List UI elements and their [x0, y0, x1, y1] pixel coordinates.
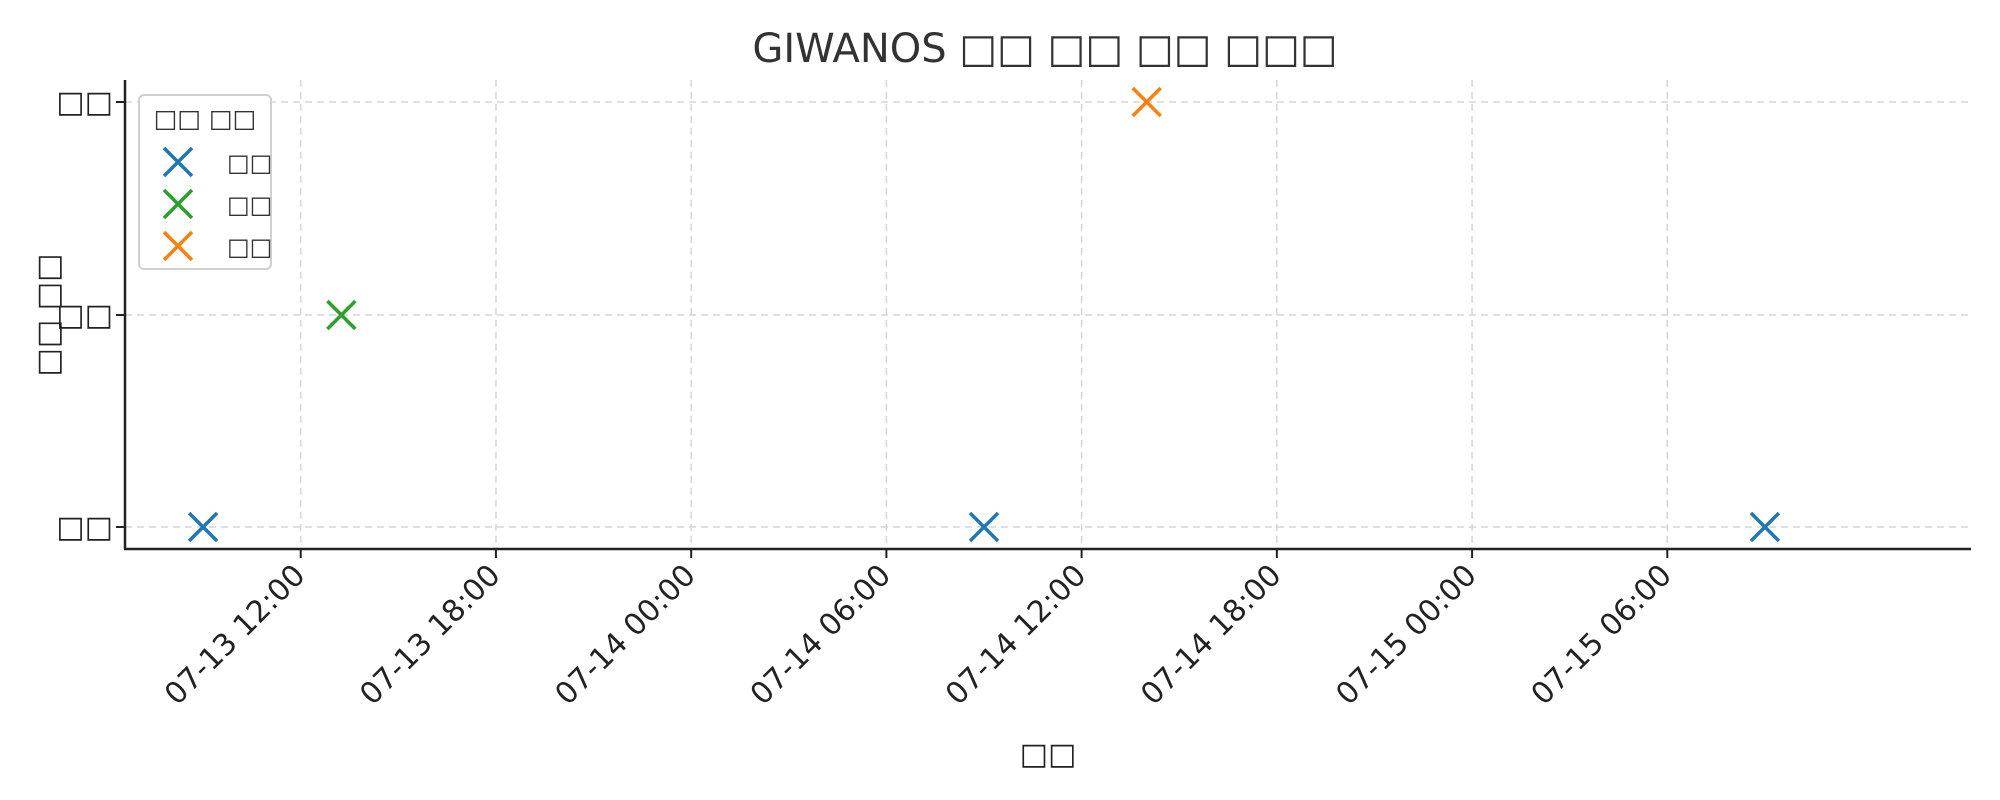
legend-marker-icon	[162, 188, 194, 220]
legend-label: □□	[227, 149, 272, 177]
grid	[125, 80, 1971, 549]
legend-label: □□	[227, 233, 272, 261]
x-tick-label: 07-14 00:00	[549, 558, 703, 712]
data-point	[1131, 86, 1162, 118]
legend-label: □□	[227, 191, 272, 219]
data-point	[187, 511, 219, 543]
legend-marker-icon	[162, 230, 194, 262]
x-tick-label: 07-15 00:00	[1329, 558, 1483, 712]
y-tick-label: □□	[56, 85, 113, 120]
legend-title: □□ □□	[154, 104, 256, 133]
y-tick-label: □□	[56, 298, 113, 333]
x-tick-label: 07-13 18:00	[353, 558, 507, 712]
y-axis-label: □□ □□	[31, 254, 66, 377]
chart-title: GIWANOS □□ □□ □□ □□□	[752, 26, 1337, 72]
y-tick-label: □□	[56, 510, 113, 545]
data-point	[1749, 511, 1781, 543]
data-point	[326, 299, 357, 331]
x-tick-label: 07-14 12:00	[939, 558, 1093, 712]
x-tick-label: 07-13 12:00	[158, 558, 312, 712]
legend: □□ □□ □□ □□ □□	[138, 94, 272, 270]
y-ticks: □□ □□ □□	[56, 85, 125, 545]
x-tick-label: 07-15 06:00	[1525, 558, 1679, 712]
x-axis-label: □□	[1020, 737, 1077, 772]
x-ticks: 07-13 12:00 07-13 18:00 07-14 00:00 07-14 0…	[158, 549, 1679, 712]
legend-box	[138, 94, 272, 270]
legend-items: □□ □□ □□	[162, 146, 272, 262]
legend-marker-icon	[162, 146, 194, 178]
data-points	[187, 86, 1781, 543]
x-tick-label: 07-14 18:00	[1134, 558, 1288, 712]
data-point	[968, 511, 1000, 543]
x-tick-label: 07-14 06:00	[744, 558, 898, 712]
